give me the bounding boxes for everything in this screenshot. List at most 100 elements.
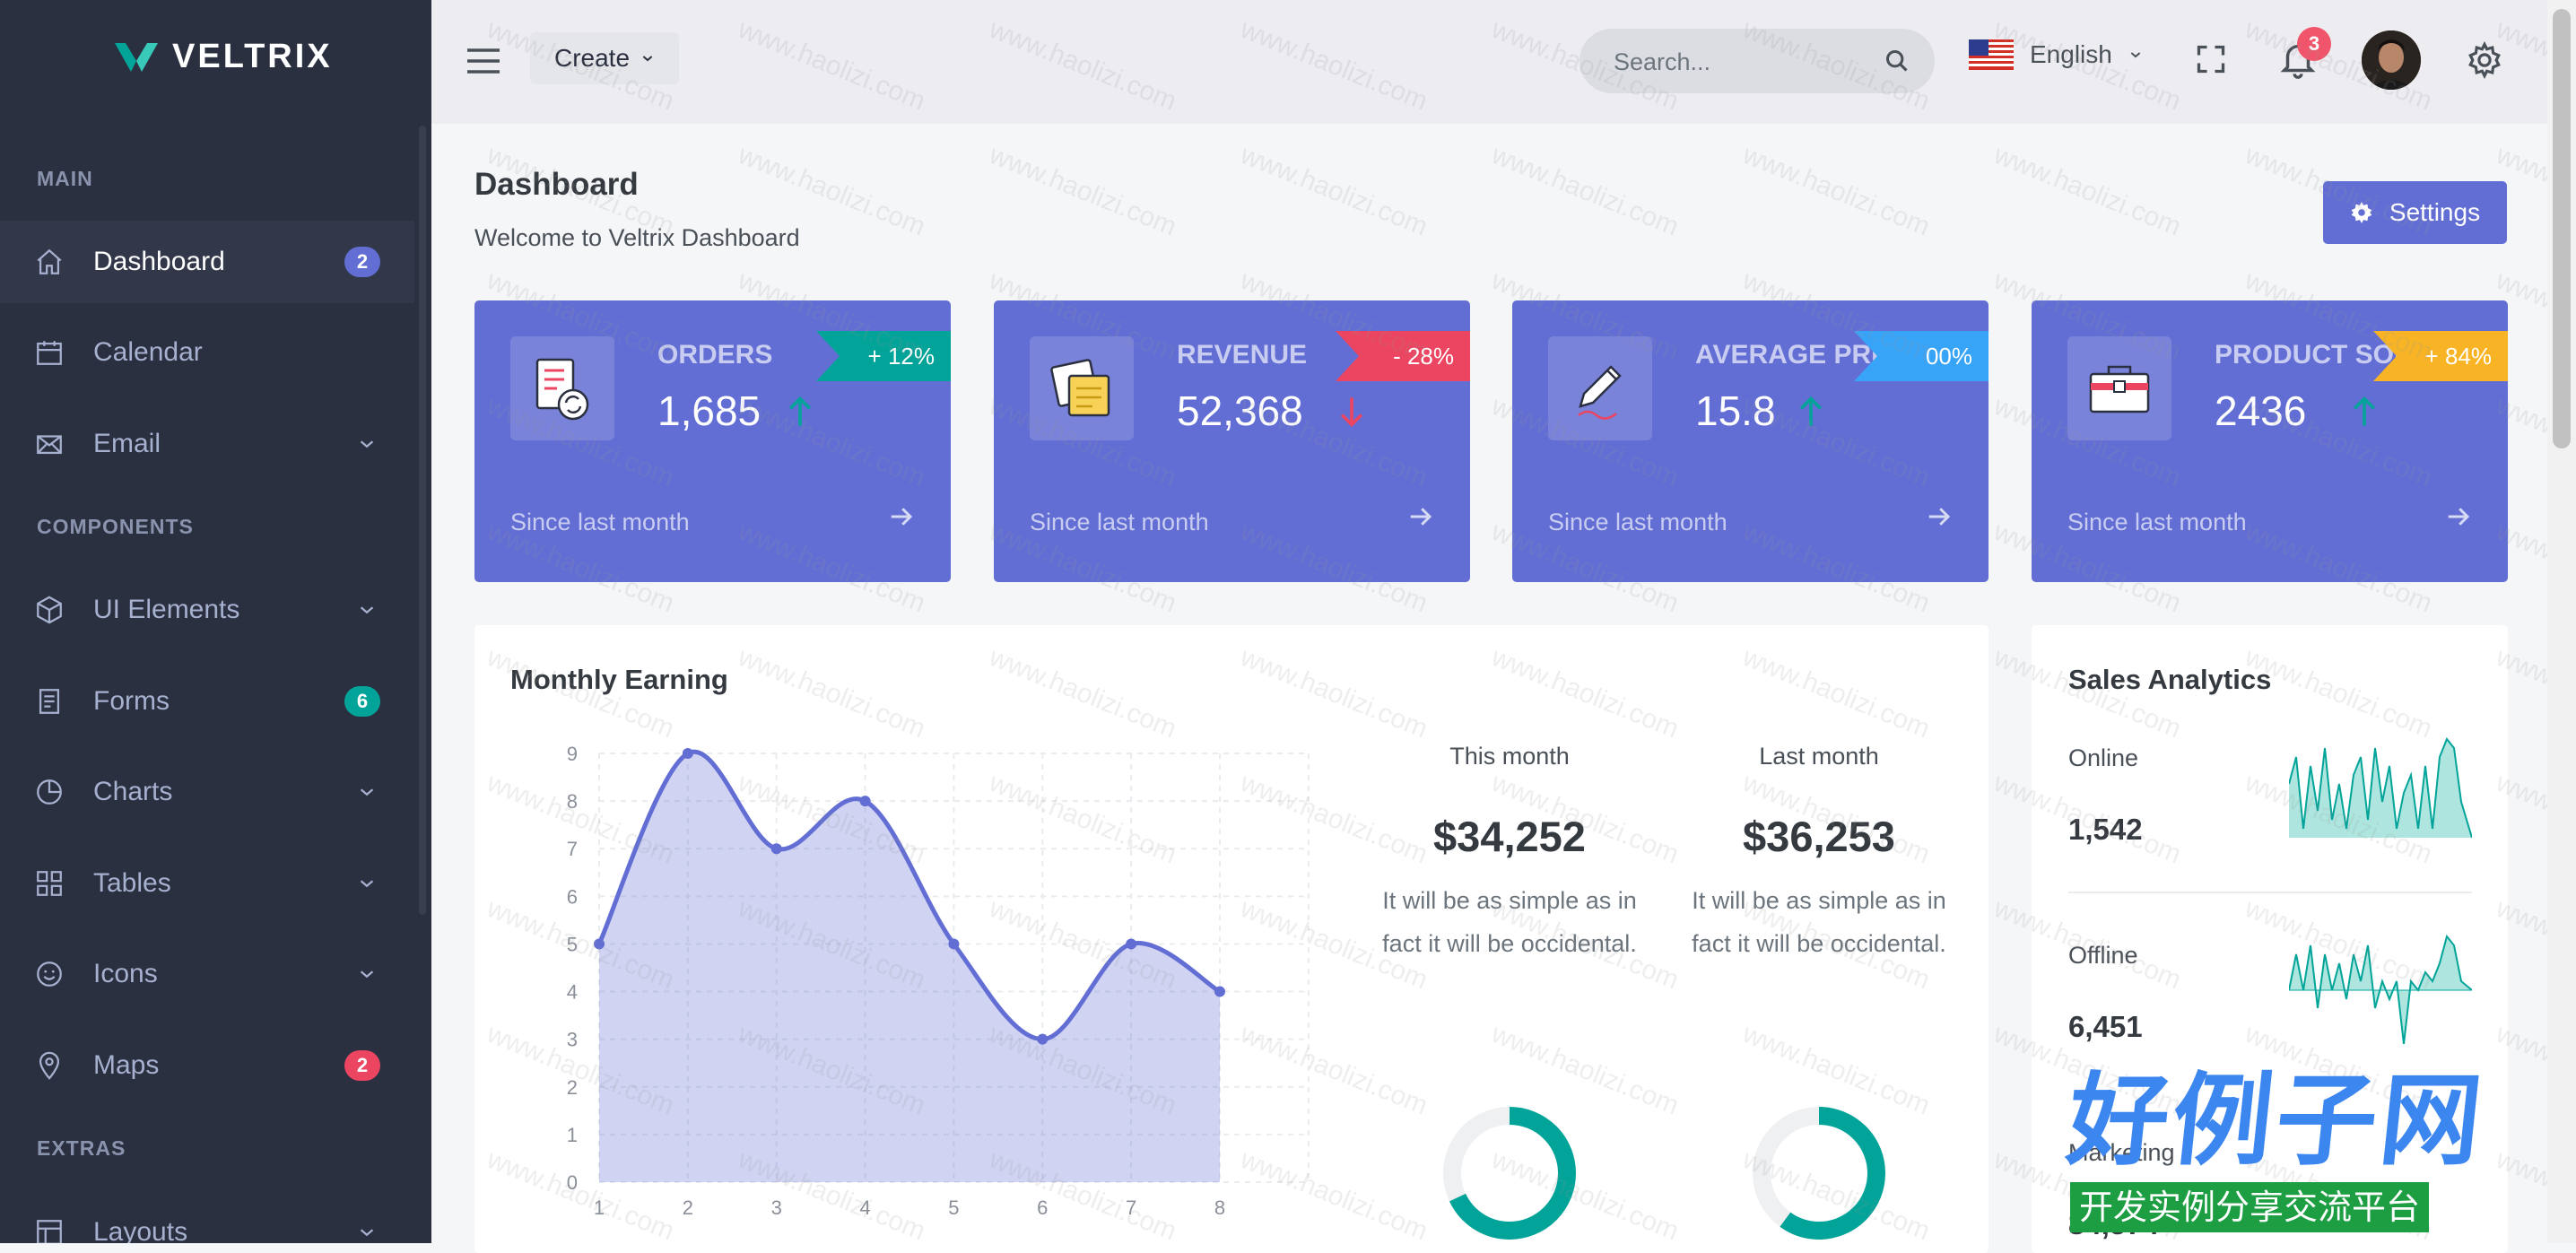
site-watermark-logo: 好例子网 开发实例分享交流平台 — [2062, 1063, 2499, 1238]
x-tick-label: 6 — [1037, 1196, 1048, 1219]
smiley-icon — [37, 962, 62, 987]
chevron-down-icon — [2130, 52, 2141, 58]
stat-card-average-price: AVERAGE PRICE 15.8 Since last month 00% — [1512, 300, 1989, 582]
stat-footer: Since last month — [1548, 509, 1727, 535]
last-month-donut-arc — [1753, 1107, 1885, 1240]
y-tick-label: 0 — [567, 1171, 578, 1194]
stat-footer: Since last month — [1030, 509, 1209, 535]
sidebar-item-charts[interactable]: Charts — [0, 751, 414, 833]
sidebar-item-icons[interactable]: Icons — [0, 933, 414, 1015]
y-tick-label: 3 — [567, 1029, 578, 1051]
page-scrollbar-thumb[interactable] — [2553, 9, 2571, 448]
offline-sparkline — [2289, 934, 2472, 1044]
search-input[interactable] — [1612, 29, 1884, 95]
settings-gear-icon[interactable] — [2466, 41, 2503, 79]
data-point — [1037, 1033, 1049, 1045]
sidebar-item-ui-elements[interactable]: UI Elements — [0, 569, 414, 651]
email-icon — [37, 435, 62, 455]
sales-row-label: Online — [2068, 744, 2139, 771]
brand-logo[interactable]: VELTRIX — [113, 38, 333, 76]
divider — [2068, 892, 2472, 893]
sidebar-item-tables[interactable]: Tables — [0, 842, 414, 925]
data-point — [682, 748, 693, 759]
sidebar-item-label: Email — [93, 429, 161, 458]
sidebar-item-layouts[interactable]: Layouts — [0, 1191, 414, 1243]
watermark-text: www.haolizi.com — [1737, 140, 1934, 242]
x-tick-label: 5 — [948, 1196, 959, 1219]
brand-name: VELTRIX — [172, 38, 333, 75]
watermark-brand-sub: 开发实例分享交流平台 — [2070, 1182, 2430, 1232]
series-area — [599, 752, 1220, 1182]
sidebar-item-label: Calendar — [93, 337, 203, 367]
language-selector[interactable]: English — [1969, 39, 2143, 70]
last-month-donut — [1753, 1107, 1885, 1240]
sidebar-item-label: Icons — [93, 959, 158, 988]
arrow-right-icon[interactable] — [2445, 503, 2472, 530]
pen-icon — [1548, 336, 1652, 440]
watermark-text: www.haolizi.com — [984, 140, 1180, 242]
sidebar: VELTRIX MAIN Dashboard 2 Calendar Email … — [0, 0, 431, 1243]
sidebar-item-forms[interactable]: Forms 6 — [0, 660, 414, 743]
chevron-down-icon — [642, 56, 653, 62]
us-flag-icon — [1969, 39, 2014, 70]
this-month-label: This month — [1449, 743, 1570, 770]
badge: 2 — [344, 1050, 380, 1081]
page-scrollbar[interactable] — [2547, 0, 2576, 1243]
data-point — [1214, 986, 1225, 997]
sidebar-item-label: Tables — [93, 868, 171, 898]
menu-section-main: MAIN — [37, 167, 93, 190]
layouts-icon — [37, 1220, 62, 1243]
watermark-brand: 好例子网 — [2062, 1063, 2491, 1179]
x-tick-label: 8 — [1214, 1196, 1225, 1219]
sidebar-item-label: Maps — [93, 1050, 160, 1080]
badge: 2 — [344, 247, 380, 277]
sidebar-scrollbar[interactable] — [419, 126, 426, 915]
search-icon[interactable] — [1884, 48, 1910, 74]
sidebar-item-email[interactable]: Email — [0, 403, 414, 485]
watermark-text: www.haolizi.com — [1235, 140, 1432, 242]
forms-icon — [39, 689, 60, 714]
sidebar-item-dashboard[interactable]: Dashboard 2 — [0, 221, 414, 303]
this-month-stat: This month $34,252 It will be as simple … — [1366, 743, 1653, 965]
arrow-right-icon[interactable] — [1926, 503, 1953, 530]
sales-row-value: 6,451 — [2068, 1010, 2143, 1043]
search-box — [1580, 29, 1935, 95]
arrow-up-icon — [2353, 396, 2376, 426]
y-tick-label: 2 — [567, 1076, 578, 1099]
cube-icon — [37, 596, 62, 624]
topbar: Create English 3 — [431, 0, 2576, 124]
x-tick-label: 4 — [859, 1196, 870, 1219]
settings-button[interactable]: Settings — [2323, 181, 2507, 244]
page-title: Dashboard — [474, 167, 639, 202]
sidebar-item-maps[interactable]: Maps 2 — [0, 1024, 414, 1107]
user-avatar[interactable] — [2362, 30, 2421, 90]
stat-footer: Since last month — [510, 509, 690, 535]
language-label: English — [2030, 40, 2112, 68]
sidebar-item-label: Charts — [93, 777, 173, 806]
stat-value: 15.8 — [1695, 387, 1776, 434]
fullscreen-icon[interactable] — [2195, 43, 2227, 75]
last-month-label: Last month — [1759, 743, 1879, 770]
gear-icon — [2351, 202, 2372, 223]
settings-label: Settings — [2389, 198, 2481, 226]
arrow-right-icon[interactable] — [1407, 503, 1434, 530]
user-photo-icon — [2362, 30, 2421, 90]
chevron-down-icon — [360, 880, 374, 888]
monthly-earning-title: Monthly Earning — [510, 664, 728, 695]
sidebar-item-label: Layouts — [93, 1217, 188, 1243]
sidebar-item-label: UI Elements — [93, 595, 240, 624]
data-point — [859, 796, 871, 807]
menu-toggle-icon[interactable] — [466, 45, 501, 77]
arrow-right-icon[interactable] — [888, 503, 915, 530]
last-month-value: $36,253 — [1743, 813, 1895, 860]
create-dropdown-button[interactable]: Create — [530, 32, 679, 84]
sales-analytics-title: Sales Analytics — [2068, 664, 2272, 695]
menu-section-components: COMPONENTS — [37, 515, 194, 538]
stat-card-product-sold: PRODUCT SOLD 2436 Since last month + 84% — [2032, 300, 2508, 582]
x-tick-label: 7 — [1126, 1196, 1136, 1219]
chevron-down-icon — [360, 606, 374, 614]
stat-title: ORDERS — [657, 340, 773, 370]
y-tick-label: 9 — [567, 743, 578, 765]
sidebar-item-calendar[interactable]: Calendar — [0, 311, 414, 394]
